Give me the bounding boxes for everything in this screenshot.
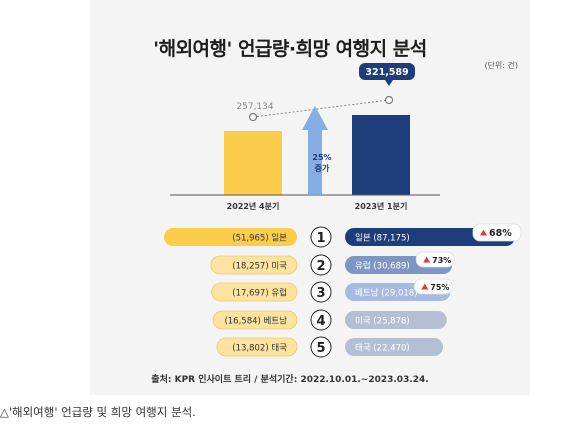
marker-2023: [384, 95, 394, 105]
left-label-3: (17,697) 유럽: [232, 289, 287, 299]
rank-number-4: 4: [316, 314, 325, 329]
image-caption: △'해외여행' 언급량 및 희망 여행지 분석.: [0, 405, 196, 419]
rank-circle-3: [310, 281, 332, 303]
left-pill-4: [212, 310, 298, 330]
right-pill-5: [345, 338, 443, 356]
x-tick-label-2: 2023년 1분기: [355, 201, 408, 211]
left-pill-5: [216, 337, 298, 357]
rank-number-5: 5: [316, 341, 325, 356]
up-triangle-icon: [480, 229, 487, 236]
right-pill-4: [345, 311, 447, 329]
up-triangle-icon: [421, 283, 429, 290]
growth-arrow: [302, 106, 328, 195]
left-pill-2: [210, 255, 298, 275]
rank-number-3: 3: [316, 286, 325, 301]
right-label-1: 일본 (87,175): [355, 234, 410, 244]
right-pill-1: [345, 228, 515, 246]
unit-label: (단위: 건): [484, 61, 518, 70]
rank-circle-1: [310, 226, 332, 248]
growth-badge-text-1: 68%: [489, 228, 512, 239]
left-label-2: (18,257) 미국: [232, 262, 287, 272]
left-label-1: (51,965) 일본: [232, 234, 287, 244]
left-pill-3: [211, 282, 298, 302]
chart-title: '해외여행' 언급량·희망 여행지 분석: [153, 38, 427, 60]
rank-circle-4: [310, 309, 332, 331]
right-label-2: 유럽 (30,689): [355, 262, 410, 272]
right-label-5: 태국 (22,470): [355, 344, 410, 354]
rank-number-2: 2: [316, 259, 325, 274]
bar-1: [224, 131, 282, 195]
left-label-5: (13,802) 태국: [232, 344, 287, 354]
left-label-4: (16,584) 베트남: [224, 317, 287, 327]
infographic-panel: [90, 0, 530, 395]
growth-badge-text-2: 73%: [432, 256, 451, 265]
right-label-4: 미국 (25,878): [355, 317, 410, 327]
source-note: 출처: KPR 인사이트 트리 / 분석기간: 2022.10.01.~2023…: [151, 375, 429, 385]
x-tick-label-1: 2022년 4분기: [227, 201, 280, 211]
up-triangle-icon: [423, 256, 431, 263]
growth-badge-text-3: 75%: [430, 283, 449, 292]
left-pill-1: [164, 228, 297, 246]
right-label-3: 베트남 (29,018): [355, 289, 418, 299]
rank-circle-2: [310, 254, 332, 276]
rank-number-1: 1: [316, 231, 325, 246]
callout-bubble: [359, 63, 415, 80]
marker-2022: [248, 112, 258, 122]
growth-badge-2: [415, 251, 455, 268]
growth-badge-1: [472, 223, 522, 242]
growth-percent: 25%: [312, 153, 331, 162]
callout-pointer: [385, 80, 393, 86]
data-label-2022: 257,134: [236, 102, 273, 112]
growth-badge-3: [413, 278, 453, 295]
growth-word: 증가: [315, 163, 330, 173]
rank-circle-5: [310, 336, 332, 358]
trend-line: [252, 99, 390, 118]
bar-2: [352, 115, 410, 195]
data-label-2023: 321,589: [365, 67, 408, 78]
